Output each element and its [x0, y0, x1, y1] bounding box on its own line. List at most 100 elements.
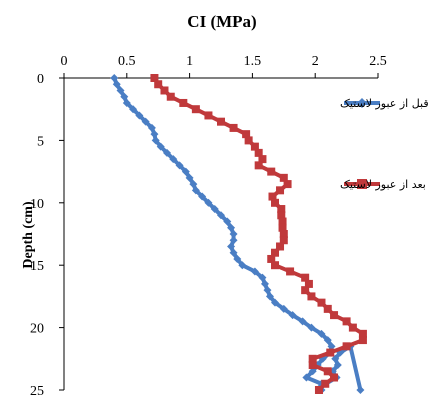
- x-tick-label: 0: [61, 54, 68, 69]
- data-point: [267, 254, 276, 263]
- data-point: [120, 92, 129, 101]
- data-point: [244, 136, 253, 145]
- data-point: [308, 367, 317, 376]
- data-point: [286, 267, 295, 276]
- data-point: [317, 329, 326, 338]
- data-point: [181, 167, 190, 176]
- data-point: [116, 86, 125, 95]
- y-tick-label: 10: [30, 197, 44, 212]
- data-point: [217, 211, 225, 220]
- data-point: [307, 323, 316, 332]
- data-point: [271, 198, 280, 207]
- chart-title: CI (MPa): [187, 12, 256, 31]
- data-point: [277, 205, 286, 214]
- data-point: [254, 148, 263, 157]
- data-point: [254, 161, 263, 170]
- data-point: [160, 86, 169, 95]
- data-point: [141, 117, 150, 126]
- legend-item-2: بعد از عبور لاستیک: [340, 178, 426, 191]
- data-point: [156, 142, 165, 151]
- x-tick-label: 0.5: [118, 54, 136, 69]
- data-point: [271, 248, 280, 257]
- data-point: [175, 161, 184, 170]
- data-point: [279, 230, 288, 238]
- data-point: [162, 148, 171, 157]
- data-point: [112, 80, 121, 89]
- data-point: [308, 361, 317, 370]
- data-point: [279, 173, 288, 182]
- data-point: [278, 217, 287, 226]
- data-point: [358, 329, 367, 338]
- data-point: [227, 242, 236, 251]
- series-2: [150, 74, 367, 394]
- data-point: [304, 279, 313, 288]
- legend-marker: [357, 179, 367, 189]
- y-tick-label: 5: [37, 134, 44, 149]
- data-point: [326, 348, 335, 357]
- y-tick-label: 0: [37, 72, 44, 87]
- data-point: [258, 273, 267, 282]
- data-point: [258, 155, 267, 164]
- x-axis-ticks: 0 0.5 1 1.5 2 2.5: [61, 54, 387, 78]
- data-point: [210, 205, 219, 214]
- data-point: [308, 354, 317, 363]
- data-point: [301, 273, 310, 282]
- data-point: [110, 74, 119, 82]
- data-point: [229, 230, 238, 238]
- x-tick-label: 1.5: [244, 54, 262, 69]
- data-point: [358, 336, 367, 345]
- data-point: [150, 130, 159, 139]
- data-point: [283, 180, 292, 189]
- data-point: [151, 136, 160, 145]
- data-point: [238, 261, 247, 270]
- data-point: [321, 379, 330, 388]
- data-point: [227, 223, 236, 232]
- data-point: [154, 80, 163, 89]
- data-point: [302, 373, 311, 382]
- data-point: [278, 223, 287, 232]
- data-point: [331, 354, 340, 363]
- data-point: [191, 186, 200, 195]
- data-point: [330, 311, 339, 320]
- data-point: [229, 236, 238, 245]
- data-point: [179, 98, 188, 107]
- data-point: [265, 292, 274, 301]
- y-tick-label: 15: [30, 259, 44, 274]
- data-point: [166, 92, 175, 101]
- data-point: [263, 286, 272, 295]
- data-point: [317, 298, 326, 307]
- data-point: [250, 267, 259, 276]
- data-point: [323, 367, 332, 376]
- data-point: [327, 342, 336, 351]
- data-point: [122, 98, 131, 107]
- data-point: [356, 386, 365, 394]
- data-point: [271, 261, 280, 270]
- x-tick-label: 2: [312, 54, 319, 69]
- legend: قبل از عبور لاستیک بعد از عبور لاستیک: [340, 97, 429, 191]
- data-point: [348, 323, 357, 332]
- data-point: [260, 279, 269, 288]
- series-layer: [110, 74, 367, 394]
- y-tick-label: 25: [30, 384, 44, 399]
- data-point: [204, 198, 213, 207]
- y-tick-label: 20: [30, 322, 44, 337]
- data-point: [279, 236, 288, 245]
- data-point: [333, 361, 342, 370]
- data-point: [301, 286, 310, 295]
- data-point: [277, 211, 286, 220]
- data-point: [268, 192, 277, 201]
- data-point: [185, 173, 194, 182]
- legend-marker: [357, 98, 367, 108]
- data-point: [267, 167, 276, 176]
- data-point: [129, 105, 138, 114]
- data-point: [307, 292, 316, 301]
- x-tick-label: 1: [186, 54, 193, 69]
- data-point: [276, 186, 285, 195]
- data-point: [323, 304, 332, 313]
- legend-item-1: قبل از عبور لاستیک: [340, 97, 429, 110]
- data-point: [204, 111, 213, 120]
- data-point: [150, 74, 159, 82]
- data-point: [279, 304, 288, 313]
- data-point: [229, 248, 238, 257]
